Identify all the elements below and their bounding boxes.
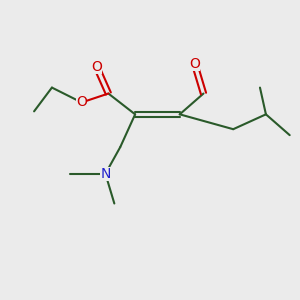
Text: N: N [100, 167, 111, 181]
Text: O: O [76, 95, 87, 110]
Text: O: O [91, 60, 102, 74]
Text: O: O [189, 57, 200, 71]
